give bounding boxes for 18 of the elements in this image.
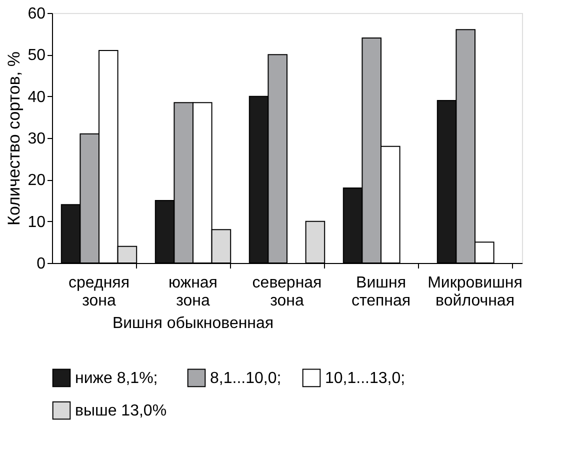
x-tick-label: Микровишня войлочная — [428, 274, 522, 310]
legend-label: 10,1...13,0; — [325, 370, 406, 387]
y-tick-label: 40 — [28, 88, 46, 106]
x-tick-label: средняя зона — [68, 274, 130, 310]
legend-label: выше 13,0% — [75, 402, 167, 420]
x-tick-label: Вишня степная — [351, 274, 411, 310]
legend-label: 8,1...10,0; — [210, 370, 282, 387]
y-tick-label: 30 — [28, 130, 46, 148]
y-tick-label: 10 — [28, 214, 46, 231]
y-axis-title: Количество сортов, % — [4, 52, 24, 226]
text: Вишня обыкновенная — [112, 315, 274, 332]
y-tick-label: 0 — [36, 256, 46, 272]
y-tick-label: 60 — [28, 6, 46, 22]
y-tick-label: 50 — [28, 47, 46, 64]
x-tick-label: южная зона — [168, 274, 218, 310]
y-tick-label: 20 — [28, 172, 46, 190]
legend-label: ниже 8,1%; — [75, 370, 158, 387]
x-tick-label: северная зона — [252, 274, 322, 310]
